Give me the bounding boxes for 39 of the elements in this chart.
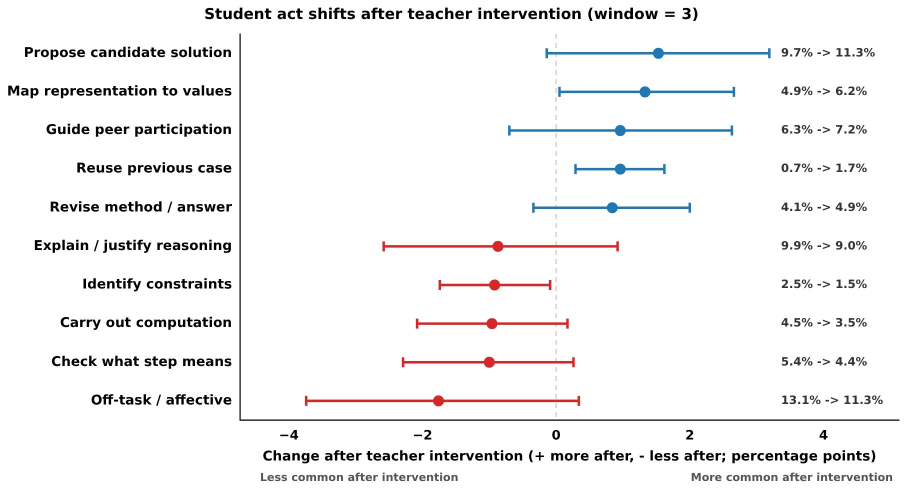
y-tick-label: Guide peer participation [46, 122, 232, 138]
point [486, 318, 498, 330]
point [433, 395, 444, 406]
x-tick-label: 0 [552, 428, 561, 444]
point [614, 164, 626, 175]
chart-title: Student act shifts after teacher intervention (window = 3) [204, 4, 699, 23]
y-tick-label: Propose candidate solution [24, 44, 232, 61]
annotation: 4.9% -> 6.2% [781, 84, 868, 98]
y-tick-label: Map representation to values [7, 83, 232, 100]
x-tick-label: −4 [278, 428, 299, 444]
y-tick-label: Explain / justify reasoning [34, 238, 232, 254]
annotation: 2.5% -> 1.5% [781, 277, 868, 292]
annotation: 13.1% -> 11.3% [781, 392, 884, 407]
x-tick-label: 2 [685, 428, 694, 444]
text: Less common after intervention [260, 470, 458, 484]
x-tick-label: 4 [818, 428, 828, 444]
annotation: 9.9% -> 9.0% [781, 238, 868, 252]
annotation: 9.7% -> 11.3% [781, 45, 876, 60]
point [606, 202, 618, 214]
x-axis-title: Change after teacher intervention (+ more after, - less after; percentage points) [262, 448, 876, 464]
annotation: 4.5% -> 3.5% [781, 316, 868, 330]
y-tick-label: Check what step means [51, 354, 232, 370]
point [484, 356, 495, 368]
annotation: 0.7% -> 1.7% [781, 161, 868, 176]
point [489, 280, 500, 291]
x-tick-label: −2 [412, 428, 432, 444]
y-tick-label: Carry out computation [60, 315, 232, 332]
y-tick-label: Revise method / answer [50, 199, 232, 216]
point [640, 86, 651, 98]
point [492, 240, 504, 252]
annotation: 5.4% -> 4.4% [781, 354, 868, 368]
text: More common after intervention [690, 470, 893, 484]
annotation: 6.3% -> 7.2% [781, 122, 868, 137]
y-tick-label: Identify constraints [82, 276, 232, 293]
annotation: 4.1% -> 4.9% [781, 200, 868, 214]
point [652, 48, 664, 59]
point [614, 125, 626, 136]
y-tick-label: Off-task / affective [90, 392, 232, 408]
y-tick-label: Reuse previous case [76, 160, 232, 177]
